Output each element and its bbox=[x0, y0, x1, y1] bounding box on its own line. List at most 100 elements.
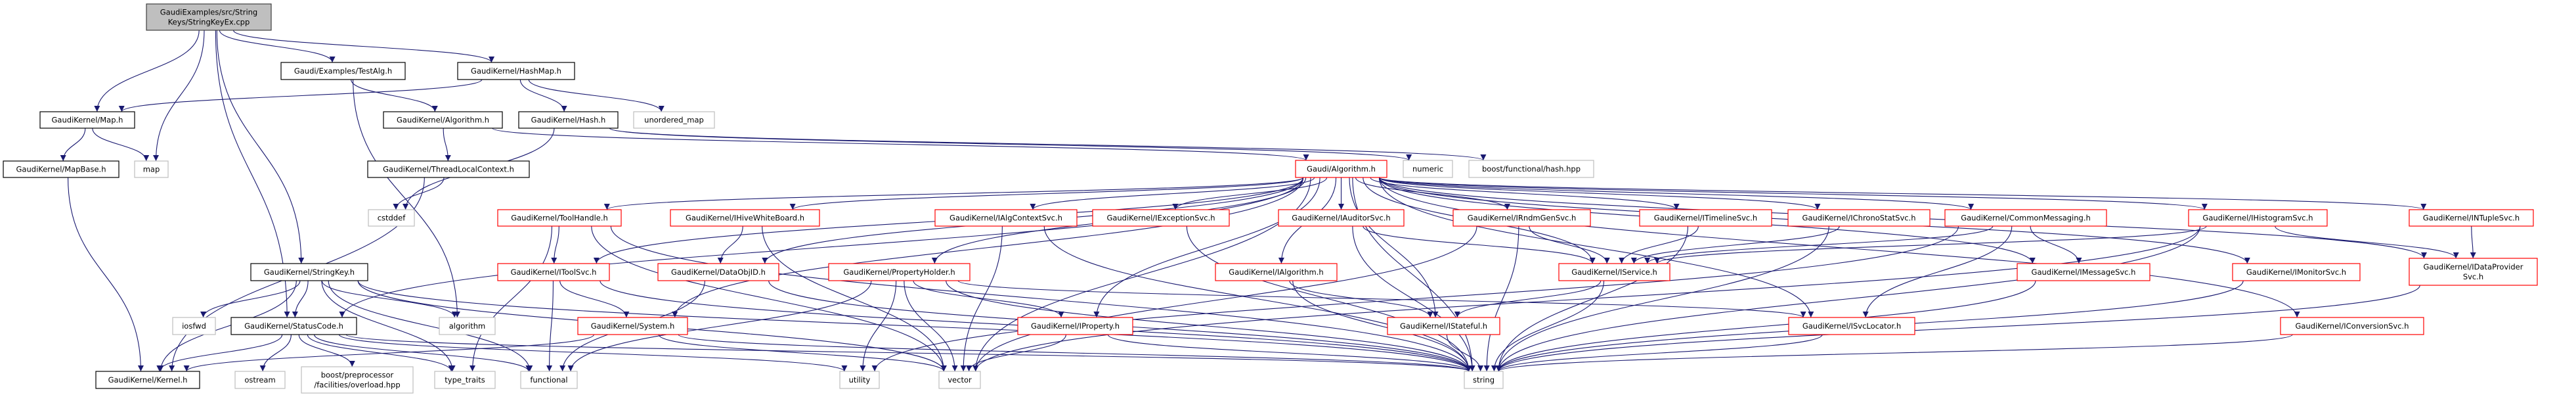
file-node[interactable]: GaudiKernel/StatusCode.h bbox=[230, 317, 357, 335]
node-label: GaudiKernel/PropertyHolder.h bbox=[843, 268, 955, 277]
node-box bbox=[434, 371, 496, 389]
node-box bbox=[633, 111, 715, 129]
node-box bbox=[250, 263, 368, 281]
file-node[interactable]: GaudiKernel/IConversionSvc.h bbox=[2280, 317, 2424, 335]
node-box bbox=[1787, 209, 1931, 227]
dependency-edge bbox=[328, 280, 533, 372]
dependency-edge bbox=[351, 79, 438, 112]
node-box bbox=[1403, 160, 1453, 178]
file-node[interactable]: GaudiKernel/HashMap.h bbox=[457, 62, 575, 80]
dependency-edge bbox=[469, 225, 553, 372]
file-node[interactable]: GaudiKernel/System.h bbox=[577, 317, 688, 335]
dependency-edge bbox=[972, 225, 1477, 372]
dependency-edge bbox=[393, 177, 445, 210]
node-label: GaudiKernel/IProperty.h bbox=[1031, 321, 1120, 331]
dependency-edge bbox=[610, 225, 1472, 372]
node-label: GaudiKernel/IAlgContextSvc.h bbox=[950, 214, 1062, 223]
file-node[interactable]: GaudiKernel/ThreadLocalContext.h bbox=[367, 160, 530, 178]
file-node[interactable]: GaudiKernel/IAlgContextSvc.h bbox=[934, 209, 1078, 227]
dependency-edge bbox=[1630, 225, 1840, 264]
dependency-edge bbox=[321, 280, 456, 372]
node-label: GaudiKernel/IAlgorithm.h bbox=[1229, 268, 1323, 277]
edges-layer bbox=[60, 30, 2476, 372]
node-label: numeric bbox=[1412, 164, 1443, 174]
file-node[interactable]: GaudiKernel/Hash.h bbox=[518, 111, 619, 129]
file-node[interactable]: GaudiKernel/MapBase.h bbox=[3, 160, 120, 178]
node-box bbox=[368, 209, 415, 227]
file-node: functional bbox=[520, 371, 578, 389]
file-node[interactable]: GaudiKernel/IMonitorSvc.h bbox=[2232, 263, 2361, 281]
file-node: boost/preprocessor/facilities/overload.h… bbox=[301, 366, 414, 394]
dependency-edge bbox=[158, 280, 297, 372]
file-node[interactable]: GaudiKernel/DataObjID.h bbox=[657, 263, 779, 281]
node-label: GaudiKernel/HashMap.h bbox=[471, 66, 561, 76]
file-node[interactable]: GaudiKernel/ToolHandle.h bbox=[497, 209, 622, 227]
node-label: GaudiKernel/IChronoStatSvc.h bbox=[1802, 214, 1915, 223]
node-label: GaudiKernel/Hash.h bbox=[531, 116, 606, 125]
node-label: GaudiKernel/INTupleSvc.h bbox=[2423, 214, 2520, 223]
dependency-edge bbox=[1107, 334, 1472, 372]
node-label: unordered_map bbox=[644, 116, 704, 125]
file-node[interactable]: GaudiKernel/PropertyHolder.h bbox=[828, 263, 971, 281]
file-node[interactable]: GaudiKernel/IExceptionSvc.h bbox=[1092, 209, 1230, 227]
dependency-edge bbox=[357, 280, 1472, 372]
dependency-edge bbox=[904, 280, 958, 372]
file-node[interactable]: GaudiKernel/StringKey.h bbox=[250, 263, 368, 281]
node-box bbox=[1464, 371, 1504, 389]
file-node[interactable]: GaudiKernel/CommonMessaging.h bbox=[1944, 209, 2107, 227]
file-node: cstddef bbox=[368, 209, 415, 227]
node-box bbox=[938, 371, 981, 389]
file-node[interactable]: GaudiKernel/Algorithm.h bbox=[383, 111, 503, 129]
file-node: iosfwd bbox=[172, 317, 216, 335]
node-box bbox=[1295, 160, 1387, 178]
file-node: algorithm bbox=[439, 317, 496, 335]
node-label: GaudiKernel/DataObjID.h bbox=[671, 268, 766, 277]
node-box bbox=[934, 209, 1078, 227]
file-node[interactable]: GaudiKernel/ISvcLocator.h bbox=[1788, 317, 1915, 335]
node-box bbox=[234, 371, 286, 389]
dependency-edge bbox=[1495, 225, 2201, 372]
file-node[interactable]: GaudiKernel/ITimelineSvc.h bbox=[1639, 209, 1772, 227]
file-node: map bbox=[134, 160, 169, 178]
dependency-edge bbox=[353, 79, 460, 318]
node-label: GaudiKernel/Map.h bbox=[52, 116, 123, 125]
dependency-edge bbox=[966, 334, 1066, 372]
node-box bbox=[230, 317, 357, 335]
file-node[interactable]: GaudiKernel/IHiveWhiteBoard.h bbox=[670, 209, 820, 227]
node-label: GaudiKernel/IExceptionSvc.h bbox=[1106, 214, 1215, 223]
dependency-edge bbox=[1529, 225, 1610, 264]
file-node[interactable]: GaudiKernel/IStateful.h bbox=[1387, 317, 1500, 335]
file-node[interactable]: GaudiKernel/Map.h bbox=[39, 111, 135, 129]
node-box bbox=[2409, 209, 2534, 227]
dependency-edge bbox=[591, 225, 947, 372]
dependency-edge bbox=[94, 30, 200, 112]
file-node[interactable]: GaudiKernel/IHistogramSvc.h bbox=[2188, 209, 2328, 227]
file-node[interactable]: Gaudi/Algorithm.h bbox=[1295, 160, 1387, 178]
file-node[interactable]: GaudiKernel/IToolSvc.h bbox=[497, 263, 610, 281]
file-node[interactable]: GaudiKernel/IService.h bbox=[1558, 263, 1670, 281]
file-node[interactable]: GaudiKernel/IAuditorSvc.h bbox=[1278, 209, 1405, 227]
file-node[interactable]: GaudiKernel/IMessageSvc.h bbox=[2017, 263, 2150, 281]
node-box bbox=[172, 317, 216, 335]
node-label: GaudiKernel/IAuditorSvc.h bbox=[1292, 214, 1390, 223]
file-node[interactable]: Gaudi/Examples/TestAlg.h bbox=[280, 62, 406, 80]
node-box bbox=[497, 263, 610, 281]
dependency-edge bbox=[1654, 225, 2207, 264]
file-node[interactable]: GaudiKernel/INTupleSvc.h bbox=[2409, 209, 2534, 227]
file-node[interactable]: GaudiKernel/IChronoStatSvc.h bbox=[1787, 209, 1931, 227]
dependency-edge bbox=[153, 30, 205, 162]
dependency-edge bbox=[559, 280, 630, 318]
dependency-edge bbox=[307, 334, 454, 372]
file-node[interactable]: GaudiKernel/IRndmGenSvc.h bbox=[1452, 209, 1591, 227]
dependency-edge bbox=[762, 225, 947, 372]
file-node[interactable]: GaudiKernel/IProperty.h bbox=[1017, 317, 1133, 335]
dependency-edge bbox=[60, 128, 86, 162]
node-label: GaudiKernel/ITimelineSvc.h bbox=[1654, 214, 1757, 223]
file-node[interactable]: GaudiKernel/IAlgorithm.h bbox=[1215, 263, 1338, 281]
dependency-edge bbox=[345, 334, 1472, 372]
file-node[interactable]: GaudiKernel/Kernel.h bbox=[95, 371, 200, 389]
node-label: GaudiKernel/IHiveWhiteBoard.h bbox=[686, 214, 804, 223]
dependency-edge bbox=[528, 79, 665, 112]
